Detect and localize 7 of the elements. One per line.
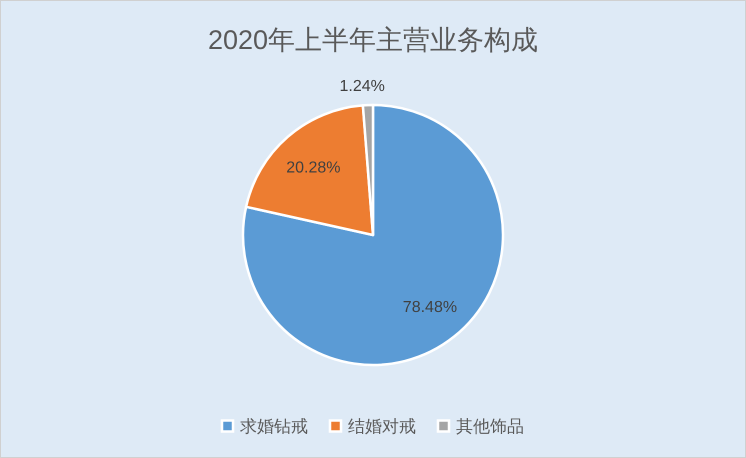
data-label: 20.28%: [286, 159, 340, 176]
data-label: 1.24%: [339, 78, 385, 96]
legend-label: 其他饰品: [456, 417, 524, 436]
legend-label: 结婚对戒: [348, 417, 416, 436]
chart-title: 2020年上半年主营业务构成: [208, 25, 538, 55]
data-label: 78.48%: [402, 298, 458, 316]
legend-label: 求婚钻戒: [240, 417, 308, 436]
